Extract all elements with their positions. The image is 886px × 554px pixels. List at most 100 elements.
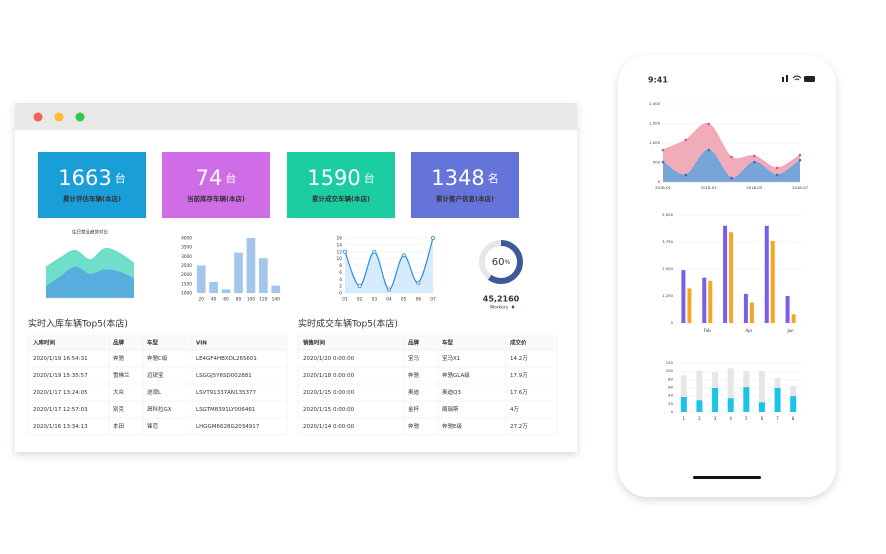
y-tick-label: 6: [339, 270, 342, 276]
table-cell: 2020/1/18 0:00:00: [303, 373, 355, 379]
bar: [749, 302, 754, 323]
table-cell: LSGTM8391LY006461: [196, 407, 255, 413]
y-tick-label: 120: [666, 360, 674, 365]
point: [401, 253, 406, 258]
point: [753, 160, 756, 164]
y-tick-label: 4000: [181, 236, 192, 242]
x-tick-label: 04: [386, 297, 392, 303]
y-tick-label: 60: [668, 385, 673, 390]
chart-title: 往日营业趋势对比: [72, 229, 108, 236]
y-tick-label: 40: [668, 393, 673, 398]
wifi-icon: [792, 75, 802, 81]
table-cell: 大众: [113, 388, 125, 396]
x-tick-label: 40: [211, 297, 217, 303]
home-indicator: [693, 476, 761, 479]
gauge-label: 60%: [492, 257, 511, 268]
point: [730, 155, 733, 159]
gauge-value: 60: [492, 257, 505, 268]
bar-segment: [774, 378, 781, 388]
x-tick-label: 02: [357, 297, 363, 303]
bar-segment: [712, 387, 719, 412]
point: [798, 153, 802, 157]
stat-value: 1663 台: [58, 166, 125, 190]
x-tick-label: 3: [714, 416, 717, 421]
line-area: [345, 238, 433, 293]
bar-segment: [758, 402, 765, 412]
table-frame: [27, 335, 288, 436]
bar-segment: [743, 371, 750, 388]
table-cell: 迈锐宝: [147, 371, 164, 379]
table-cell: 2020/1/15 0:00:00: [303, 407, 355, 413]
gauge-unit: %: [505, 259, 511, 266]
x-tick-label: 7: [776, 416, 779, 421]
stat-unit: 台: [115, 171, 126, 185]
area-line: [45, 266, 135, 288]
point: [775, 166, 779, 170]
x-tick-label: 2: [698, 416, 701, 421]
battery-icon: [804, 76, 815, 82]
y-tick-label: 14: [337, 242, 343, 248]
stat-unit: 台: [364, 171, 375, 185]
table-cell: 奥迪: [408, 388, 420, 396]
signal-icon: [782, 77, 784, 82]
column-header: 车型: [147, 339, 159, 347]
stat-label: 当前库存车辆(本店): [187, 194, 245, 203]
column-header: 品牌: [113, 339, 125, 347]
point: [661, 148, 665, 152]
table-cell: 宝马X1: [442, 354, 460, 362]
y-tick-label: 5,000: [662, 212, 673, 217]
table-cell: 奔驰: [113, 354, 125, 362]
diamond-icon: [511, 305, 515, 309]
y-tick-label: 16: [337, 236, 343, 242]
bar: [785, 296, 790, 323]
bar: [196, 265, 206, 293]
x-tick-label: 05: [401, 297, 407, 303]
bar: [209, 282, 218, 293]
point: [357, 284, 362, 289]
stat-unit: 名: [488, 171, 499, 185]
table-cell: 27.2万: [510, 423, 528, 430]
bar-segment: [680, 396, 687, 412]
table-cell: 17.9万: [510, 372, 528, 379]
signal-icon: [786, 75, 788, 82]
x-tick-label: 80: [236, 297, 242, 303]
status-time: 9:41: [648, 76, 668, 85]
stat-number: 1348: [431, 166, 484, 190]
table-cell: 金杯: [408, 405, 420, 413]
gauge-count: 45,2160: [483, 295, 520, 304]
y-tick-label: 80: [668, 376, 673, 381]
table-cell: 奔驰E级: [442, 422, 462, 430]
close-dot[interactable]: [33, 112, 43, 122]
point: [798, 158, 802, 162]
bar: [221, 289, 231, 293]
y-tick-label: 2000: [181, 272, 192, 278]
x-tick-label: 20: [198, 297, 204, 303]
point: [684, 173, 688, 177]
table-cell: 2020/1/17 13:24:05: [33, 390, 88, 396]
max-dot[interactable]: [75, 112, 85, 122]
x-tick-label: 2018-05: [746, 185, 762, 190]
y-tick-label: 3500: [181, 245, 192, 251]
bar: [723, 225, 728, 323]
table-cell: 本田: [113, 422, 124, 430]
y-tick-label: 1000: [181, 291, 192, 297]
point: [684, 138, 688, 142]
x-tick-label: 07: [430, 297, 436, 303]
table-cell: 2020/1/17 12:57:03: [33, 407, 88, 413]
stat-card: [287, 152, 395, 218]
y-tick-label: 1500: [181, 281, 192, 287]
table-cell: 2020/1/19 16:54:31: [33, 356, 88, 362]
table-cell: 2020/1/20 0:00:00: [303, 356, 355, 362]
x-tick-label: 2018-01: [655, 185, 671, 190]
x-tick-label: 4: [729, 416, 732, 421]
table-cell: 昂科拉GX: [147, 405, 172, 413]
point: [372, 249, 377, 254]
gauge-arc: [479, 240, 523, 284]
bar-segment: [680, 375, 687, 397]
stat-number: 74: [196, 166, 223, 190]
min-dot[interactable]: [54, 112, 64, 122]
x-tick-label: 5: [745, 416, 748, 421]
column-header: 品牌: [408, 339, 420, 347]
bar-segment: [743, 387, 750, 412]
